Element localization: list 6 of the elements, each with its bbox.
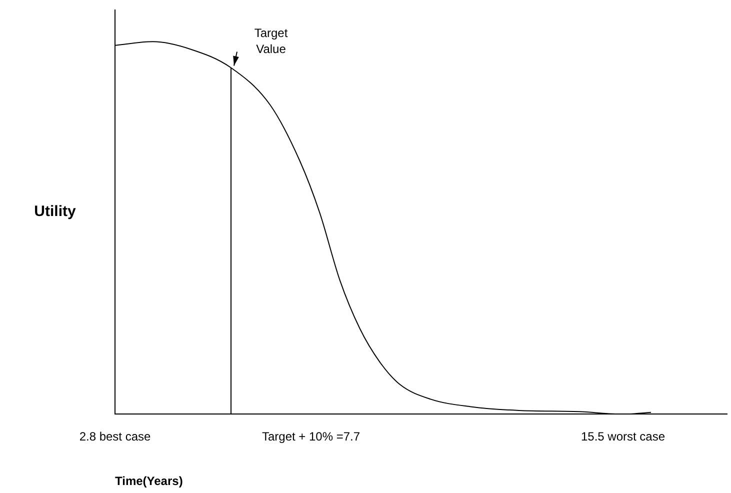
y-axis-title: Utility — [34, 203, 76, 220]
x-tick-label: Target + 10% =7.7 — [262, 430, 360, 444]
x-tick-label: 2.8 best case — [79, 430, 152, 444]
x-tick-label: 15.5 worst case — [580, 430, 666, 444]
annotation: Target Value — [254, 26, 288, 56]
x-axis-title: Time(Years) — [115, 474, 183, 488]
